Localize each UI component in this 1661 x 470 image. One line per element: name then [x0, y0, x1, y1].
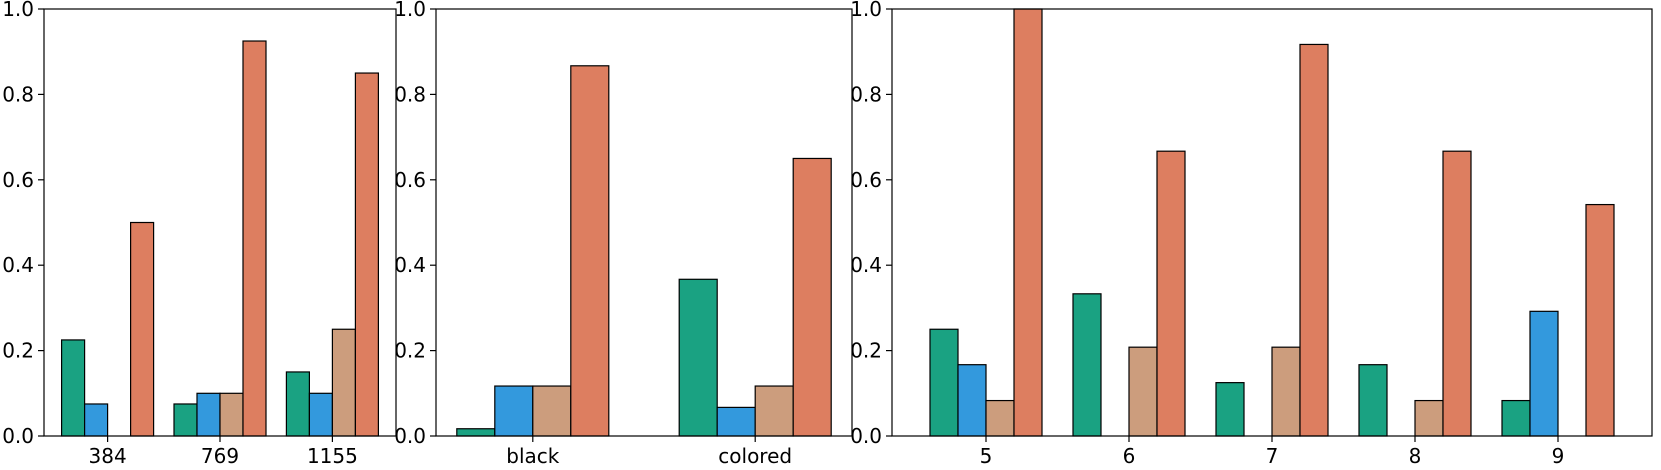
- chart-panel-2: 0.0 0.2 0.4 0.6 0.8 1.0 black colored: [394, 0, 853, 468]
- x-tick-label: colored: [718, 444, 792, 468]
- x-tick-label: 9: [1552, 444, 1565, 468]
- y-tick-label: 0.8: [850, 82, 882, 106]
- bar-1155-series-3: [331, 328, 356, 437]
- y-tick-label: 0.0: [2, 424, 34, 448]
- y-tick-label: 0.4: [394, 253, 426, 277]
- x-tick-label: 7: [1266, 444, 1279, 468]
- bar-384-series-2: [83, 403, 109, 437]
- bar-8-series-4: [1442, 150, 1472, 437]
- bar-384-series-1: [60, 339, 86, 437]
- y-tick-label: 0.6: [394, 168, 426, 192]
- bar-black-series-1: [456, 428, 496, 437]
- chart-panel-1: 0.0 0.2 0.4 0.6 0.8 1.0 384 769 1155: [2, 0, 397, 468]
- bar-1155-series-2: [308, 392, 333, 437]
- y-tick-label: 0.2: [394, 339, 426, 363]
- bar-6-series-1: [1072, 293, 1102, 437]
- y-tick-label: 1.0: [2, 0, 34, 21]
- bar-7-series-1: [1215, 382, 1245, 437]
- bar-8-series-1: [1358, 364, 1388, 437]
- y-tick-label: 0.2: [2, 339, 34, 363]
- bar-769-series-1: [173, 403, 198, 437]
- bar-8-series-3: [1414, 399, 1444, 437]
- bar-black-series-2: [494, 385, 534, 437]
- bar-colored-series-1: [678, 278, 718, 437]
- x-tick-label: 769: [201, 444, 239, 468]
- bar-384-series-4: [130, 221, 155, 437]
- bar-colored-series-2: [716, 406, 756, 437]
- y-tick-label: 0.8: [394, 82, 426, 106]
- x-tick-label: 5: [980, 444, 993, 468]
- bar-9-series-2: [1529, 310, 1559, 437]
- axes-frame: [435, 8, 853, 437]
- x-tick-label: 8: [1409, 444, 1422, 468]
- bar-colored-series-4: [792, 157, 832, 437]
- bar-black-series-4: [570, 65, 610, 437]
- bar-9-series-1: [1501, 399, 1531, 437]
- bar-colored-series-3: [754, 385, 794, 437]
- bar-9-series-4: [1585, 203, 1615, 437]
- y-tick-label: 0.4: [2, 253, 34, 277]
- y-tick-label: 0.2: [850, 339, 882, 363]
- y-tick-label: 0.6: [850, 168, 882, 192]
- y-tick-label: 0.8: [2, 82, 34, 106]
- bar-6-series-3: [1128, 346, 1158, 437]
- y-tick-label: 0.0: [850, 424, 882, 448]
- bar-5-series-1: [929, 328, 959, 437]
- y-tick-label: 0.6: [2, 168, 34, 192]
- bar-5-series-3: [985, 399, 1015, 437]
- bar-5-series-2: [957, 364, 987, 437]
- bar-1155-series-4: [354, 72, 379, 437]
- x-tick-label: black: [506, 444, 560, 468]
- x-tick-label: 1155: [307, 444, 358, 468]
- y-tick-label: 0.0: [394, 424, 426, 448]
- bar-769-series-4: [242, 40, 267, 437]
- bar-769-series-2: [196, 392, 221, 437]
- bar-7-series-3: [1271, 346, 1301, 437]
- chart-panel-3: 0.0 0.2 0.4 0.6 0.8 1.0 5 6 7 8 9: [850, 0, 1653, 468]
- x-tick-label: 384: [89, 444, 127, 468]
- bar-6-series-4: [1156, 150, 1186, 437]
- bar-1155-series-1: [285, 371, 310, 437]
- x-tick-label: 6: [1123, 444, 1136, 468]
- bar-7-series-4: [1299, 43, 1329, 437]
- y-tick-label: 0.4: [850, 253, 882, 277]
- bar-769-series-3: [219, 392, 244, 437]
- y-tick-label: 1.0: [850, 0, 882, 21]
- bar-5-series-4: [1013, 8, 1043, 437]
- y-tick-label: 1.0: [394, 0, 426, 21]
- bar-black-series-3: [532, 385, 572, 437]
